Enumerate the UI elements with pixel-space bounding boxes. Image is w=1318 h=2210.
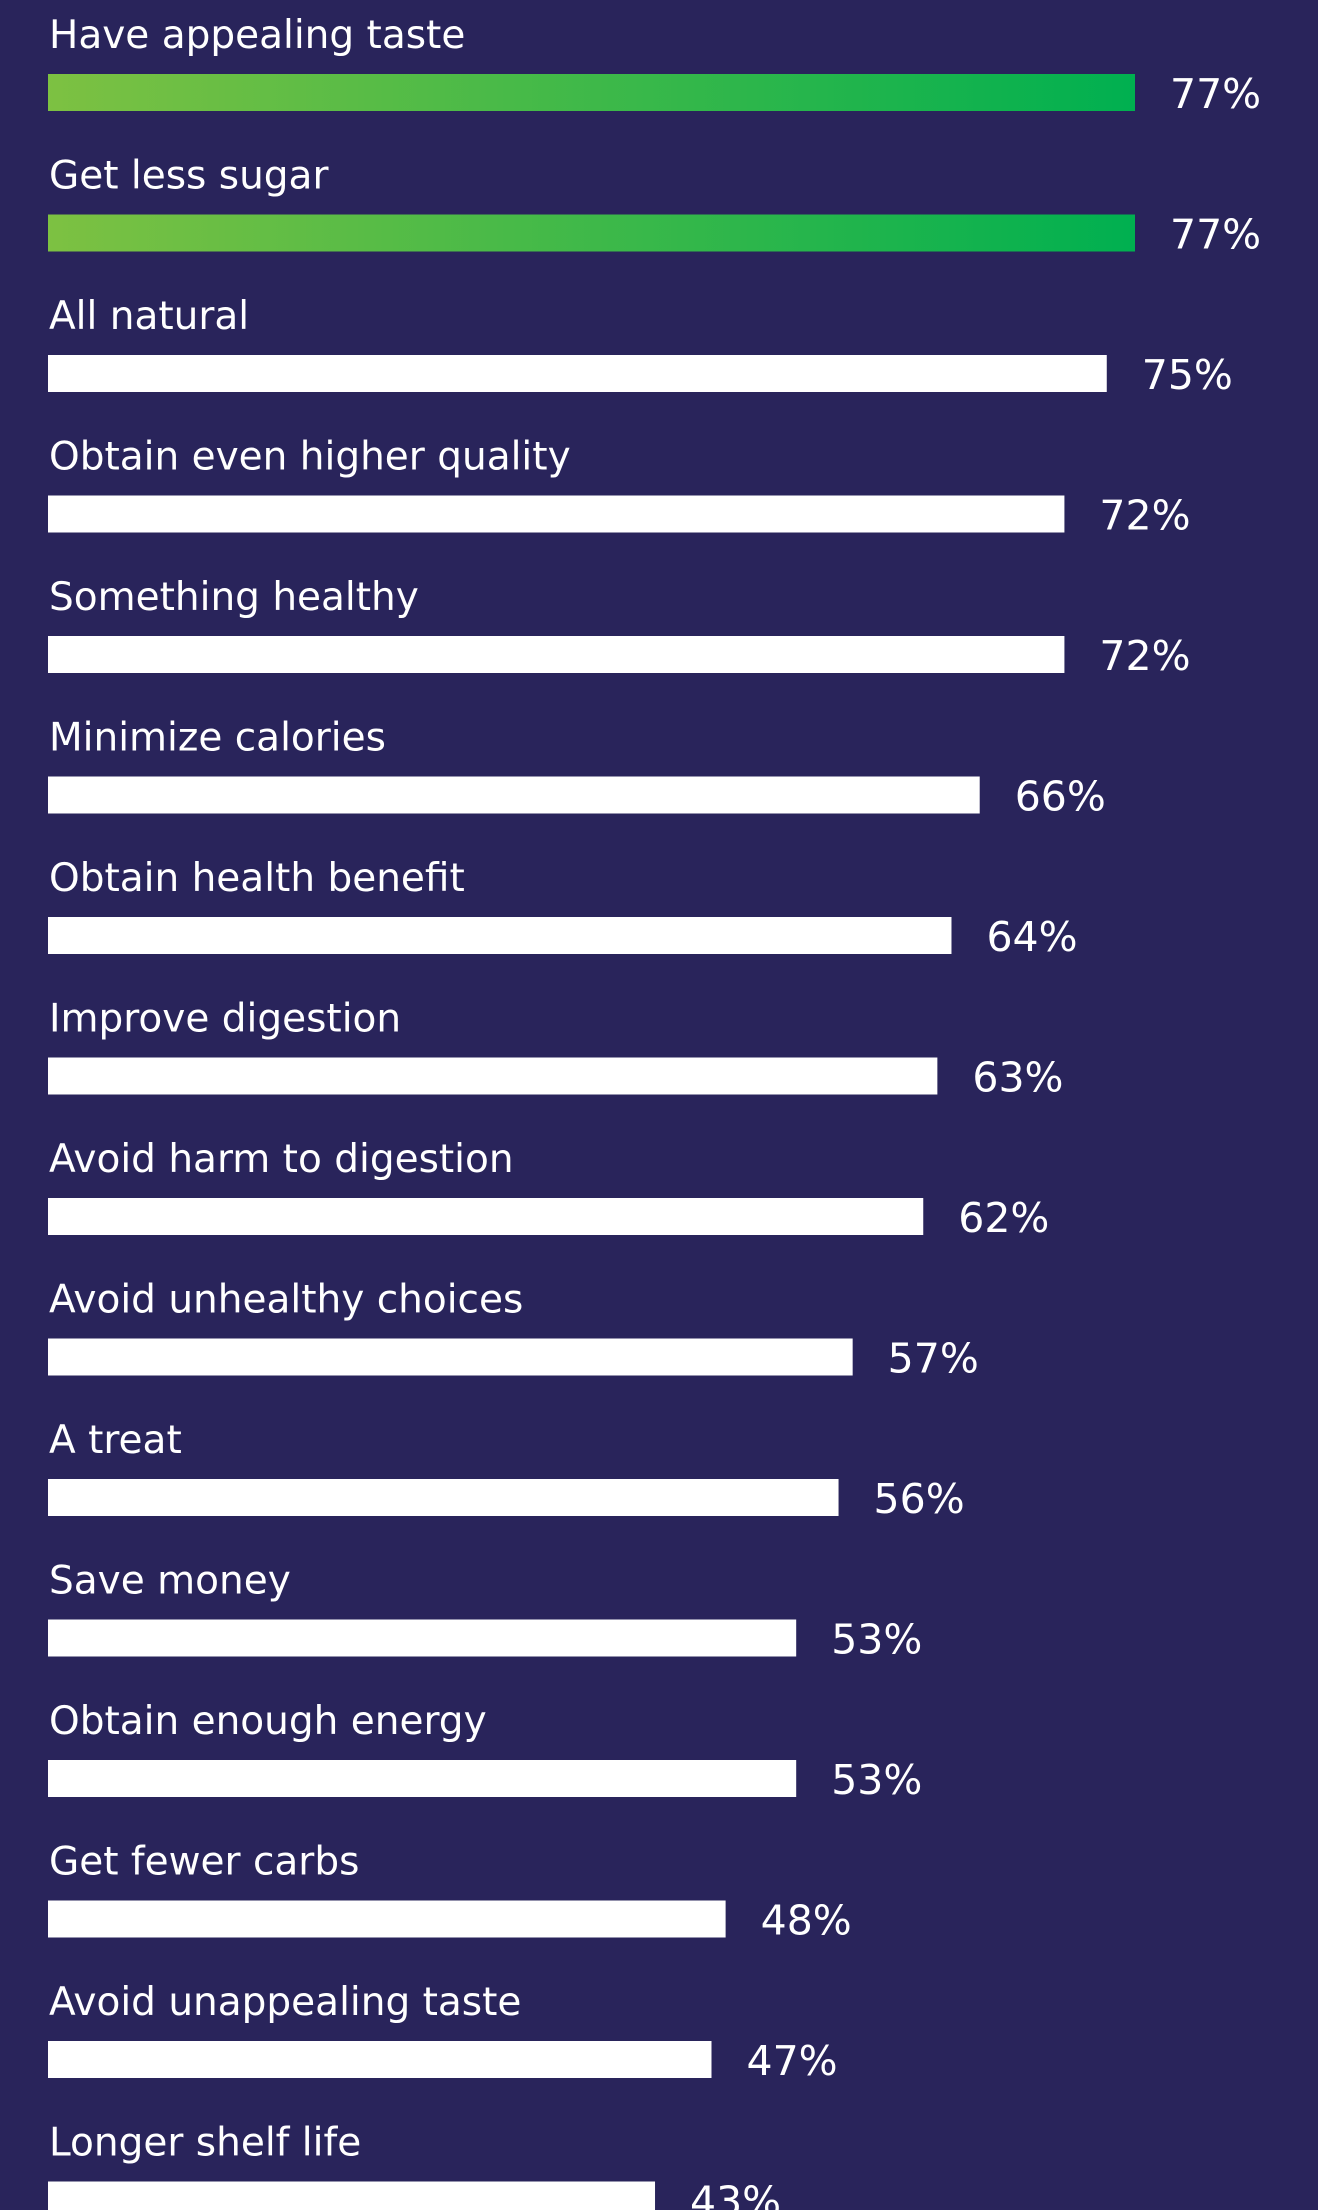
category-label: Save money xyxy=(49,1559,291,1604)
bar xyxy=(48,1057,938,1095)
bar xyxy=(48,1198,924,1235)
category-label: Minimize calories xyxy=(49,716,386,761)
bar xyxy=(48,776,980,814)
category-label: Obtain health benefit xyxy=(49,856,465,901)
value-label: 75% xyxy=(1142,351,1233,399)
value-label: 77% xyxy=(1170,211,1261,259)
category-label: Avoid unhealthy choices xyxy=(49,1278,523,1323)
bar xyxy=(48,917,952,954)
value-label: 53% xyxy=(831,1756,922,1804)
category-label: A treat xyxy=(49,1418,182,1463)
bar xyxy=(48,495,1065,533)
value-label: 77% xyxy=(1170,70,1261,118)
category-label: Longer shelf life xyxy=(49,2121,361,2166)
category-label: Have appealing taste xyxy=(49,13,465,58)
value-label: 56% xyxy=(874,1475,965,1523)
bars-layer: Have appealing taste 77% Get less sugar 77%… xyxy=(48,13,1261,2210)
category-label: All natural xyxy=(49,294,249,339)
category-label: Get fewer carbs xyxy=(49,1840,359,1885)
category-label: Get less sugar xyxy=(49,154,329,199)
value-label: 72% xyxy=(1099,492,1190,540)
category-label: Improve digestion xyxy=(49,997,401,1042)
bar xyxy=(48,74,1135,111)
category-label: Avoid unappealing taste xyxy=(49,1980,521,2025)
value-label: 63% xyxy=(972,1054,1063,1102)
category-label: Something healthy xyxy=(49,575,419,620)
bar xyxy=(48,1760,797,1797)
value-label: 62% xyxy=(958,1194,1049,1242)
bar xyxy=(48,214,1135,252)
bar xyxy=(48,1338,853,1376)
value-label: 64% xyxy=(986,913,1077,961)
value-label: 57% xyxy=(888,1335,979,1383)
bar xyxy=(48,636,1065,673)
value-label: 48% xyxy=(761,1897,852,1945)
value-label: 43% xyxy=(690,2178,781,2210)
value-label: 66% xyxy=(1015,773,1106,821)
bar xyxy=(48,1479,839,1516)
bar xyxy=(48,355,1107,392)
category-label: Obtain enough energy xyxy=(49,1699,487,1744)
value-label: 53% xyxy=(831,1616,922,1664)
bar xyxy=(48,1619,797,1657)
bar xyxy=(48,2041,712,2078)
value-label: 72% xyxy=(1099,632,1190,680)
bar xyxy=(48,2181,656,2210)
category-label: Obtain even higher quality xyxy=(49,435,571,480)
category-label: Avoid harm to digestion xyxy=(49,1137,514,1182)
value-label: 47% xyxy=(746,2037,837,2085)
bar xyxy=(48,1900,726,1938)
